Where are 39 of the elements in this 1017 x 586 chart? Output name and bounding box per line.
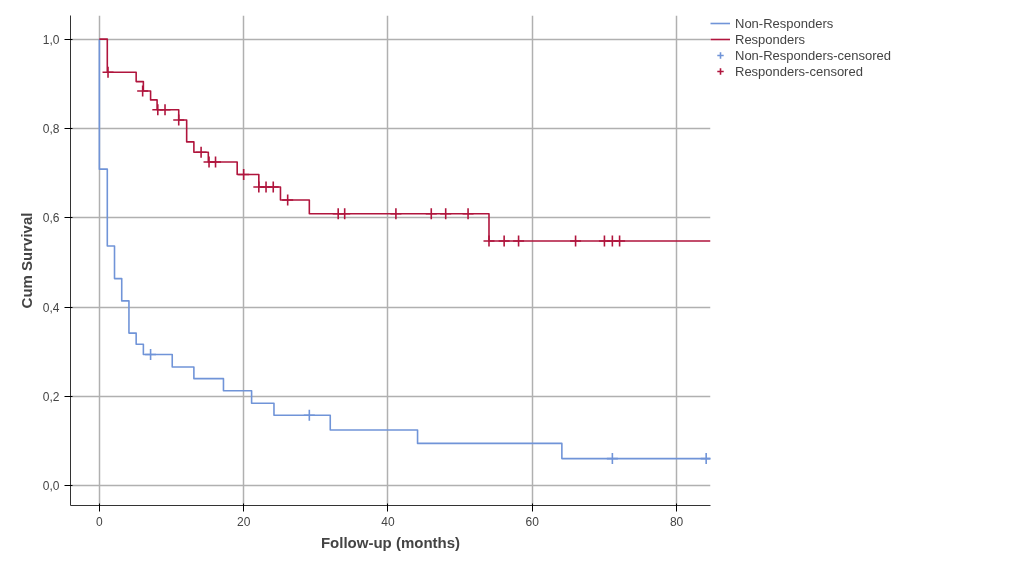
point <box>389 207 403 221</box>
x-tick-label: 20 <box>236 514 251 529</box>
point <box>613 234 626 248</box>
point <box>172 113 186 127</box>
point <box>338 207 351 221</box>
point <box>512 234 525 248</box>
point <box>144 348 157 361</box>
point <box>281 193 294 207</box>
point <box>606 452 619 465</box>
point <box>482 234 496 248</box>
point <box>237 168 250 181</box>
y-tick-label: 0,8 <box>42 122 60 137</box>
x-tick-label: 40 <box>381 514 395 529</box>
x-axis-title: Follow-up (months) <box>320 533 461 551</box>
point <box>266 180 280 194</box>
x-tick-label: 80 <box>669 514 684 529</box>
point <box>461 207 475 221</box>
point <box>158 103 172 117</box>
point <box>194 145 208 159</box>
x-tick-label: 0 <box>96 514 104 529</box>
legend-label: Non-Responders-censored <box>735 47 892 63</box>
legend-label: Responders-censored <box>735 63 863 79</box>
point <box>424 207 438 221</box>
y-axis-title: Cum Survival <box>17 212 35 309</box>
point <box>136 84 149 98</box>
point <box>497 234 511 248</box>
y-tick-label: 0,6 <box>42 211 60 226</box>
point <box>303 408 316 422</box>
point <box>439 207 452 221</box>
y-tick-label: 0,0 <box>42 479 60 494</box>
x-tick-label: 60 <box>525 514 540 529</box>
legend-label: Responders <box>735 31 806 47</box>
y-tick-label: 1,0 <box>42 32 60 47</box>
legend-label: Non-Responders <box>735 15 834 31</box>
y-tick-label: 0,2 <box>42 390 60 405</box>
point <box>209 155 222 169</box>
point <box>569 234 582 248</box>
y-tick-label: 0,4 <box>42 300 60 315</box>
point <box>101 65 115 79</box>
